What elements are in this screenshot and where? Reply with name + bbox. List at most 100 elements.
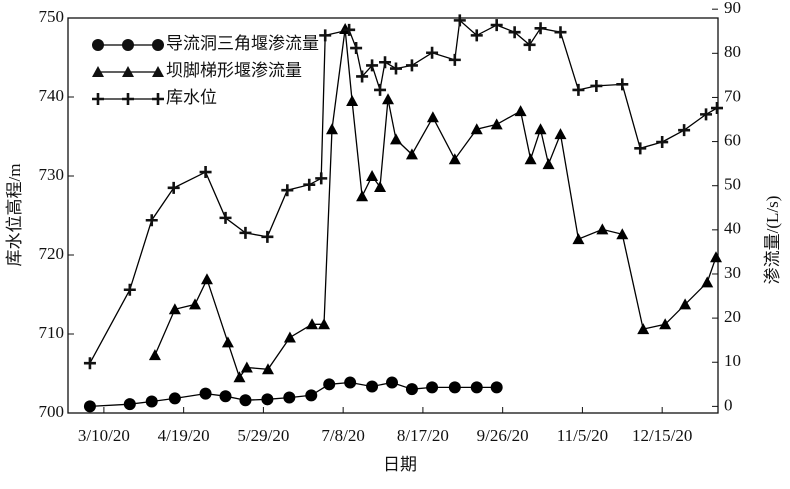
data-point [554,26,567,39]
x-tick-label: 12/15/20 [632,426,692,445]
data-point [374,83,387,96]
legend-label: 库水位 [166,88,217,107]
data-point [261,393,274,406]
y-tick-label: 720 [39,244,65,263]
legend-marker [152,93,164,105]
data-point [261,230,274,243]
data-point [426,111,439,123]
data-point [240,361,253,373]
x-tick-label: 7/8/20 [321,426,364,445]
y2-tick-label: 90 [724,0,741,17]
y-tick-label: 730 [39,165,65,184]
data-point [303,178,316,191]
data-point [123,283,136,296]
data-point [426,381,439,394]
y2-axis-label: 渗流量/(L/s) [763,196,782,285]
data-point [590,79,603,92]
data-point [318,318,331,330]
legend-marker [92,93,104,105]
y2-tick-label: 60 [724,130,741,149]
y-tick-label: 710 [39,323,65,342]
data-point [616,78,629,91]
data-point [701,276,714,288]
x-axis-label: 日期 [383,455,417,474]
data-point [382,93,395,105]
data-point [656,136,669,149]
y2-tick-label: 40 [724,219,741,238]
data-point [221,336,234,348]
data-point [168,392,181,405]
data-point [490,381,503,394]
data-point [379,56,392,69]
plot-frame [67,17,719,414]
data-point [596,223,609,235]
x-tick-label: 9/26/20 [477,426,529,445]
legend-marker [122,39,134,51]
legend-marker [92,39,104,51]
data-point [710,251,723,263]
y2-tick-label: 10 [724,351,741,370]
data-point [189,298,202,310]
data-point [389,62,402,75]
data-point [305,389,318,402]
legend-marker [122,93,134,105]
data-point [679,298,692,310]
legend-label: 导流洞三角堰渗流量 [166,34,319,53]
y2-tick-label: 20 [724,307,741,326]
data-point [534,22,547,35]
y-tick-label: 740 [39,86,65,105]
data-point [306,318,319,330]
data-point [366,380,379,393]
data-point [199,166,212,179]
data-point [542,158,555,170]
data-point [659,318,672,330]
data-point [374,181,387,193]
data-point [637,323,650,335]
y2-tick-label: 70 [724,86,741,105]
y-tick-label: 750 [39,7,65,26]
data-point [405,148,418,160]
data-point [426,46,439,59]
data-point [448,381,461,394]
data-point [344,376,357,389]
data-point [83,400,96,413]
y-axis-label: 库水位高程/m [5,164,24,267]
x-tick-label: 8/17/20 [397,426,449,445]
data-point [453,14,466,27]
y2-tick-label: 0 [724,395,733,414]
data-point [219,211,232,224]
data-point [405,383,418,396]
data-point [239,226,252,239]
data-point [490,118,503,130]
data-point [145,214,158,227]
data-point [145,395,158,408]
data-point [572,233,585,245]
data-point [199,387,212,400]
y2-tick-label: 50 [724,175,741,194]
data-point [711,102,724,115]
data-point [343,23,356,36]
data-point [470,381,483,394]
x-tick-label: 3/10/20 [78,426,130,445]
data-point [366,170,379,181]
data-point [123,398,136,411]
data-point [356,190,369,202]
data-point [83,357,96,370]
data-point [634,142,647,155]
data-point [366,59,379,72]
data-point [323,378,336,391]
data-point [346,94,359,106]
x-tick-label: 11/5/20 [557,426,608,445]
data-point [281,184,294,197]
data-point [386,376,399,389]
data-point [148,349,161,361]
data-point [405,59,418,72]
data-point [283,391,296,404]
data-point [325,123,338,135]
data-point [572,83,585,96]
data-point [490,19,503,32]
data-point [315,172,328,185]
x-tick-label: 4/19/20 [158,426,210,445]
x-tick-label: 5/29/20 [237,426,289,445]
